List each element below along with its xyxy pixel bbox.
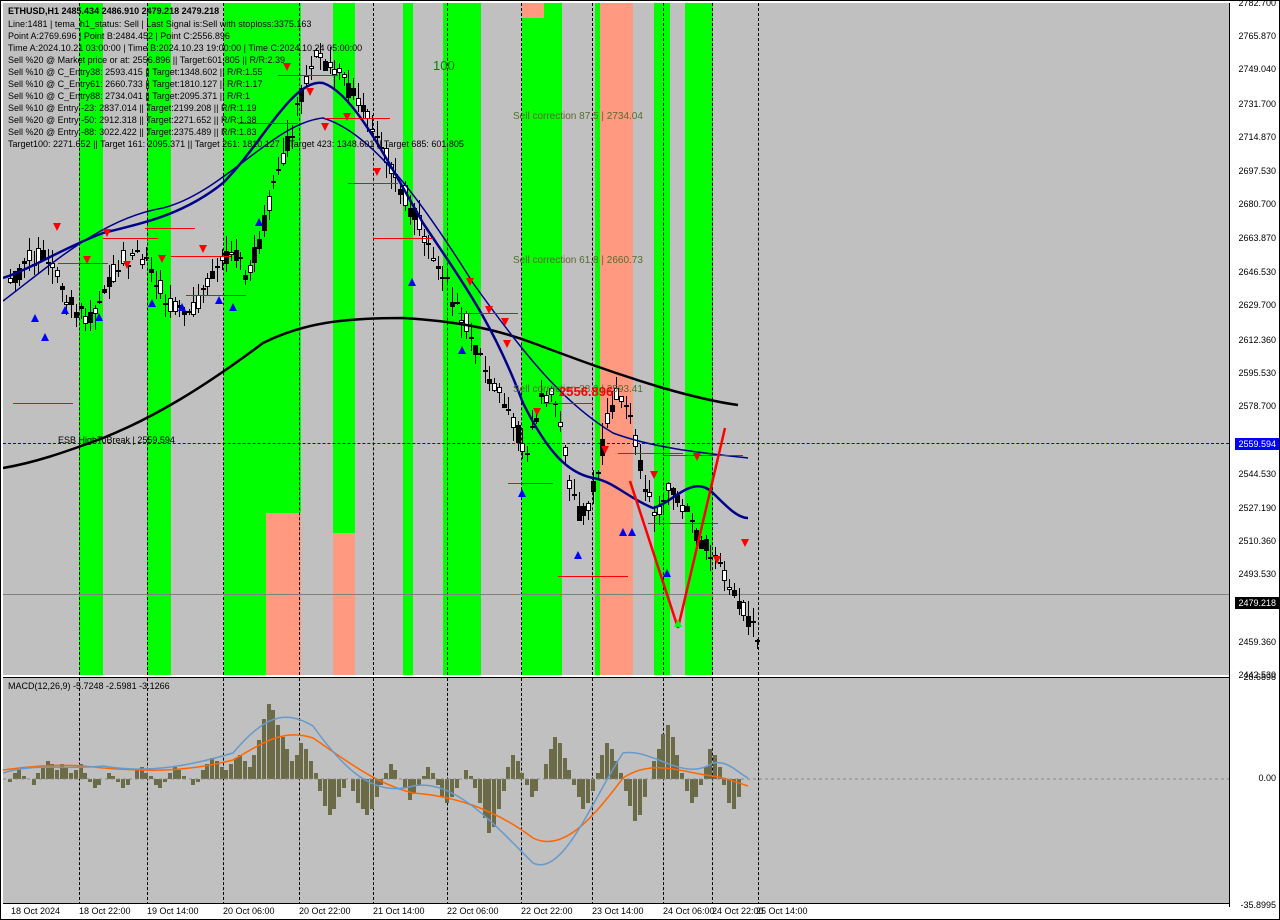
- symbol-label: ETHUSD,H1 2485.434 2486.910 2479.218 247…: [8, 6, 219, 16]
- y-axis: 2782.7002765.8702749.0402731.7002714.870…: [1229, 3, 1279, 907]
- main-price-chart[interactable]: 100Sell correction 87.5 | 2734.04Sell co…: [3, 3, 1229, 675]
- macd-label: MACD(12,26,9) -5.7248 -2.5981 -3.1266: [8, 681, 170, 691]
- chart-container: 100Sell correction 87.5 | 2734.04Sell co…: [0, 0, 1280, 920]
- x-axis: 18 Oct 202418 Oct 22:0019 Oct 14:0020 Oc…: [3, 903, 1229, 917]
- macd-indicator-chart[interactable]: MACD(12,26,9) -5.7248 -2.5981 -3.1266: [3, 677, 1229, 905]
